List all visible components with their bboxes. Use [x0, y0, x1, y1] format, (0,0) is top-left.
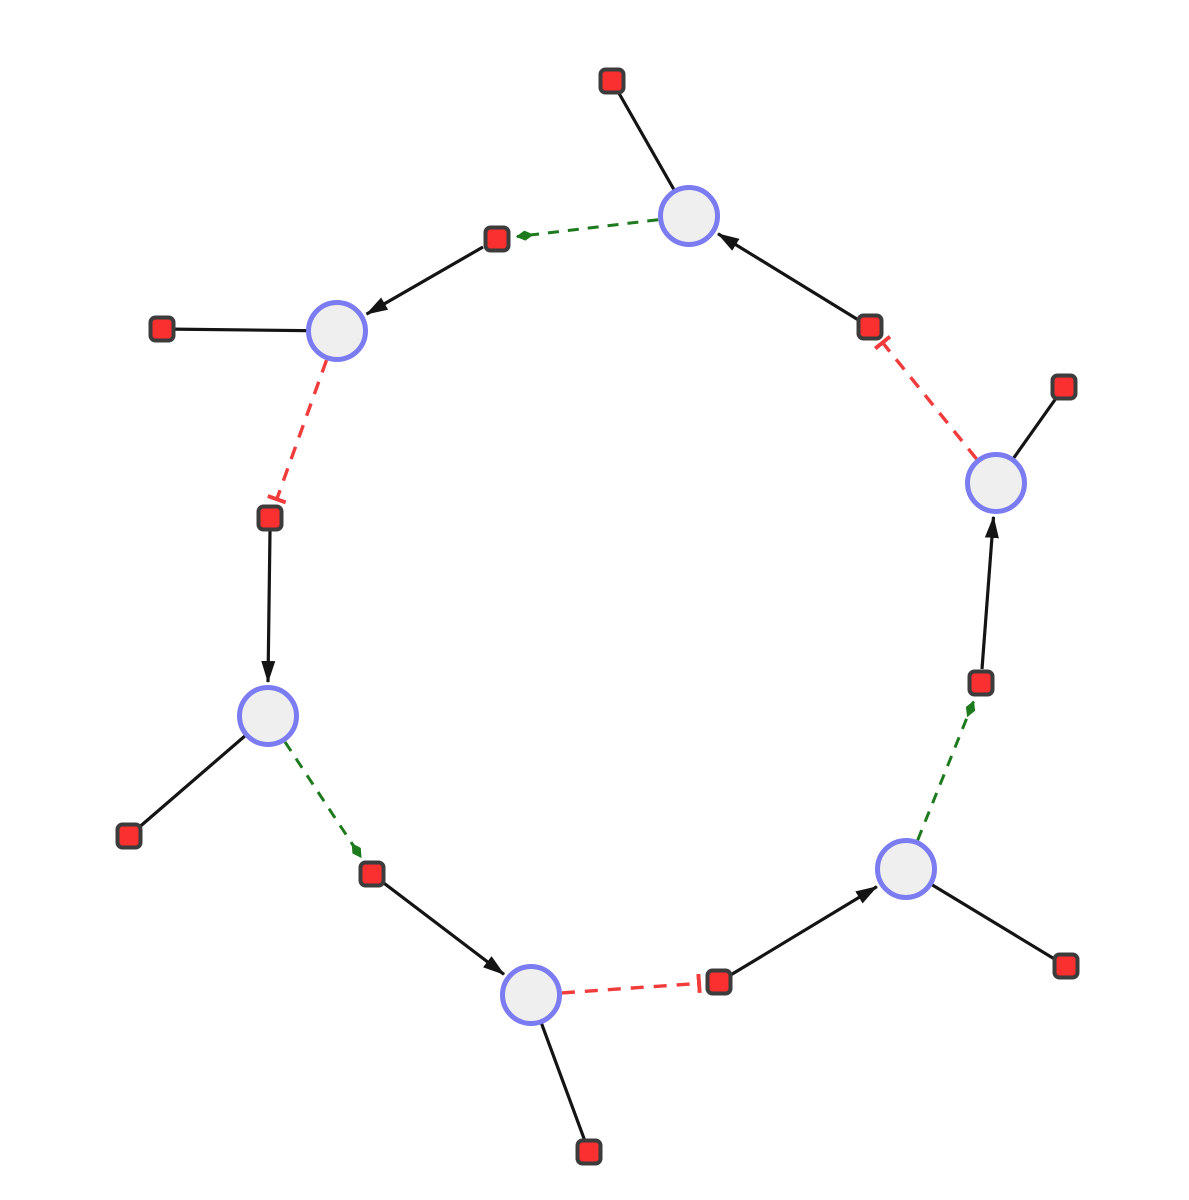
reaction-node-degradation-of-laci-transcripts[interactable]: [598, 67, 626, 95]
species-node-ci-mrna[interactable]: [875, 838, 937, 900]
edge-translation-laci-to-laciprotein: [365, 245, 484, 316]
species-node-laci-protein[interactable]: [306, 300, 368, 362]
edge-cimrna-to-deg-ci-transcripts: [905, 867, 1067, 968]
reaction-node-translation-of-laci[interactable]: [483, 225, 511, 253]
edge-transcription-laci-to-lacimrna: [717, 232, 859, 321]
reaction-node-degradation-of-tetr-transcripts[interactable]: [115, 822, 143, 850]
species-node-ci-protein[interactable]: [965, 452, 1027, 514]
species-node-laci-mrna[interactable]: [658, 185, 720, 247]
edge-tetrmrna-to-translation-tetr: [283, 741, 363, 859]
edge-tetrprotein-inhibits-transcription-ci: [561, 973, 702, 995]
edge-transcription-tetr-to-tetrmrna: [261, 530, 276, 683]
reaction-node-degradation-of-ci[interactable]: [1050, 373, 1078, 401]
edge-laciprotein-inhibits-transcription-tetr: [267, 359, 329, 505]
reaction-node-degradation-of-laci[interactable]: [148, 315, 176, 343]
edge-lacimrna-to-translation-laci: [515, 218, 659, 241]
reaction-node-transcription-of-tetr[interactable]: [256, 504, 284, 532]
reaction-node-degradation-of-tetr[interactable]: [575, 1138, 603, 1166]
species-node-tetr-protein[interactable]: [500, 964, 562, 1026]
edge-ciprotein-inhibits-transcription-laci: [873, 335, 978, 460]
reaction-node-transcription-of-ci[interactable]: [705, 968, 733, 996]
edge-transcription-ci-to-cimrna: [730, 885, 878, 977]
timecourse-plot-inset: [410, 430, 780, 780]
edge-translation-tetr-to-tetrprotein: [382, 881, 505, 976]
species-node-tetr-mrna[interactable]: [237, 685, 299, 747]
reaction-node-translation-of-tetr[interactable]: [358, 860, 386, 888]
reaction-node-degradation-of-ci-transcripts[interactable]: [1052, 952, 1080, 980]
reaction-node-translation-of-ci[interactable]: [967, 669, 995, 697]
reaction-node-transcription-of-laci[interactable]: [856, 313, 884, 341]
edge-translation-ci-to-ciprotein: [980, 515, 999, 670]
edge-cimrna-to-translation-ci: [916, 700, 976, 841]
